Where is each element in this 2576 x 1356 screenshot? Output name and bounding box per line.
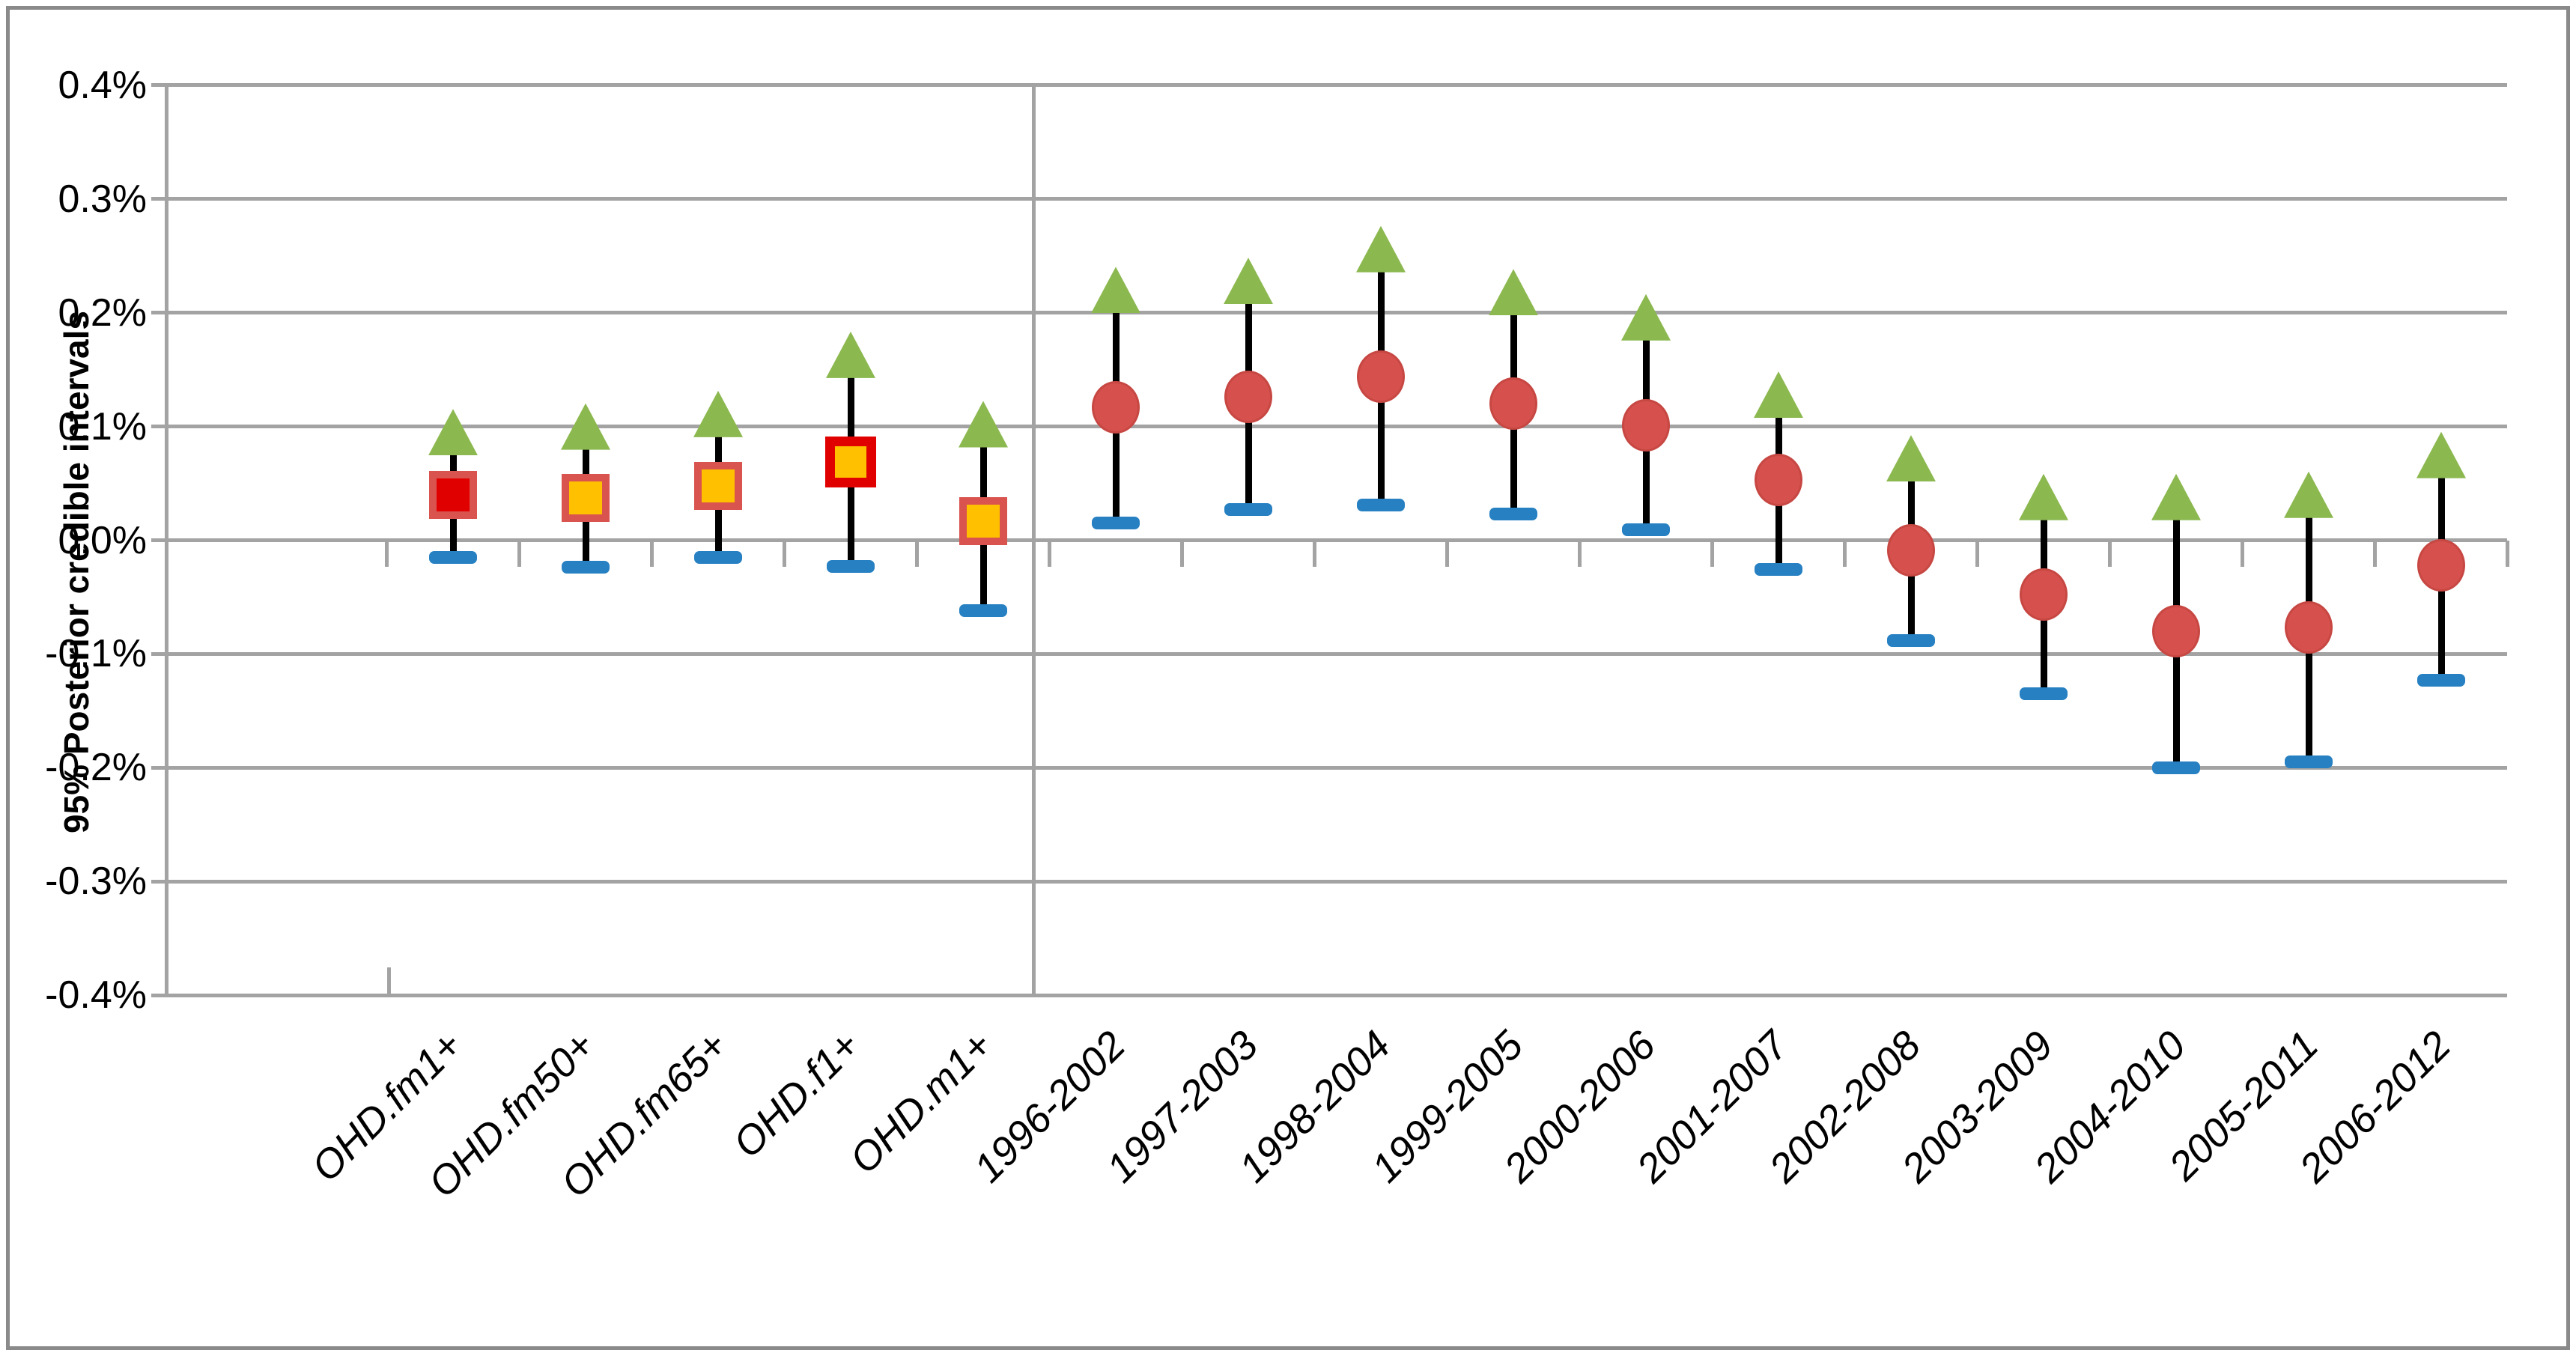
group-separator-line: [1031, 85, 1036, 997]
lower-bound-dash-marker: [562, 561, 610, 574]
category-axis-tick: [517, 540, 521, 567]
category-axis-tick: [1975, 540, 1979, 567]
center-square-marker: [694, 461, 742, 510]
lower-bound-dash-marker: [2152, 761, 2200, 774]
lower-bound-dash-marker: [429, 550, 477, 564]
center-circle-marker: [1092, 380, 1140, 434]
category-axis-tick: [1180, 540, 1184, 567]
lower-bound-dash-marker: [1622, 523, 1670, 537]
center-circle-marker: [2285, 601, 2333, 654]
y-tick-label: 0.2%: [58, 291, 147, 335]
y-tick-label: 0.3%: [58, 177, 147, 221]
y-gridline: [151, 83, 2507, 88]
bottom-axis-tick: [386, 967, 391, 995]
lower-bound-dash-marker: [1489, 508, 1537, 521]
category-axis-tick: [1843, 540, 1847, 567]
y-tick-label: -0.4%: [45, 973, 147, 1018]
y-tick-label: 0.0%: [58, 518, 147, 562]
category-axis-tick: [650, 540, 654, 567]
center-circle-marker: [1755, 453, 1802, 506]
y-tick-label: 0.1%: [58, 404, 147, 449]
y-tick-label: -0.3%: [45, 860, 147, 904]
y-gridline: [151, 197, 2507, 201]
center-circle-marker: [1489, 377, 1537, 431]
lower-bound-dash-marker: [2020, 687, 2068, 701]
center-square-marker: [959, 496, 1007, 545]
category-axis-tick: [2373, 540, 2377, 567]
lower-bound-dash-marker: [2417, 673, 2465, 687]
y-gridline: [151, 651, 2507, 656]
gridline-layer: [10, 10, 2566, 1346]
lower-bound-dash-marker: [1224, 502, 1272, 516]
category-axis-tick: [783, 540, 786, 567]
center-circle-marker: [1622, 399, 1670, 452]
y-gridline: [151, 879, 2507, 884]
center-square-marker: [429, 470, 477, 519]
y-gridline: [151, 765, 2507, 770]
lower-bound-dash-marker: [2285, 755, 2333, 769]
y-tick-label: -0.2%: [45, 746, 147, 790]
category-axis-tick: [1313, 540, 1316, 567]
category-axis-tick: [2108, 540, 2112, 567]
y-gridline: [151, 993, 2507, 997]
y-gridline: [151, 425, 2507, 429]
category-axis-tick: [2241, 540, 2244, 567]
lower-bound-dash-marker: [959, 604, 1007, 618]
category-axis-tick: [1710, 540, 1714, 567]
center-circle-marker: [2417, 538, 2465, 592]
category-axis-tick: [2506, 540, 2509, 567]
center-circle-marker: [1224, 371, 1272, 424]
lower-bound-dash-marker: [1092, 517, 1140, 530]
center-circle-marker: [2152, 605, 2200, 658]
category-axis-tick: [385, 540, 389, 567]
center-square-marker: [825, 436, 876, 487]
marker-layer: [10, 10, 2566, 1346]
center-square-marker: [562, 474, 610, 523]
category-axis-tick: [915, 540, 919, 567]
y-axis-line: [164, 85, 168, 997]
category-axis-tick: [1048, 540, 1051, 567]
category-axis-tick: [1445, 540, 1449, 567]
lower-bound-dash-marker: [1755, 563, 1802, 577]
category-axis-tick: [1578, 540, 1582, 567]
lower-bound-dash-marker: [1887, 633, 1935, 647]
y-gridline: [151, 538, 2507, 542]
lower-bound-dash-marker: [1357, 498, 1405, 511]
lower-bound-dash-marker: [827, 559, 875, 573]
y-gridline: [151, 311, 2507, 315]
center-circle-marker: [1887, 524, 1935, 577]
chart-frame-border: 95% Posterior credible intervals 0.4% 0.3…: [6, 6, 2570, 1350]
center-circle-marker: [1357, 350, 1405, 403]
axis-label-layer: 0.4% 0.3% 0.2% 0.1% 0.0% -0.1% -0.2% -0.3% -0.4%…: [10, 10, 2566, 1346]
y-tick-label: -0.1%: [45, 632, 147, 676]
lower-bound-dash-marker: [694, 550, 742, 564]
y-tick-label: 0.4%: [58, 63, 147, 107]
center-circle-marker: [2020, 568, 2068, 621]
